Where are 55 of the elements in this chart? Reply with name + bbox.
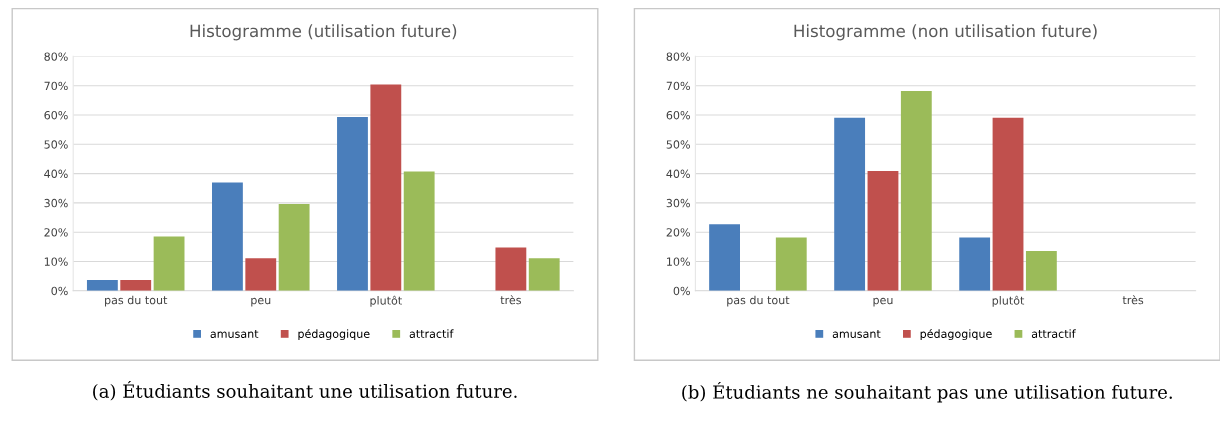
- bar: [245, 258, 277, 291]
- x-tick-label: pas du tout: [105, 295, 168, 307]
- legend-label: pédagogique: [920, 328, 992, 341]
- bar: [959, 237, 991, 291]
- x-tick-label: très: [500, 295, 521, 305]
- legend-label: attractif: [409, 329, 454, 338]
- legend-label: amusant: [832, 329, 881, 338]
- legend-label: attractif: [1031, 329, 1076, 338]
- y-tick-label: 40%: [666, 169, 690, 178]
- text: (b) Étudiants ne souhaitant pas une utilisation future.: [682, 381, 1172, 403]
- bar: [867, 170, 899, 291]
- y-tick-label: 50%: [666, 140, 690, 149]
- x-tick-label: très: [1122, 295, 1144, 305]
- y-tick-label: 60%: [44, 110, 68, 120]
- y-tick-label: 30%: [44, 198, 68, 208]
- bar: [834, 117, 866, 291]
- y-tick-label: 10%: [667, 257, 690, 266]
- bar: [495, 247, 527, 291]
- y-tick-label: 0%: [51, 286, 68, 296]
- bar: [403, 171, 435, 291]
- bar: [1025, 250, 1057, 291]
- bar: [775, 237, 807, 291]
- legend-label: pédagogique: [298, 328, 370, 341]
- bar: [212, 182, 243, 291]
- y-tick-label: 80%: [44, 52, 68, 61]
- legend-label: amusant: [210, 329, 259, 338]
- y-tick-label: 70%: [666, 81, 690, 91]
- x-tick-label: plutôt: [992, 295, 1025, 307]
- y-tick-label: 30%: [666, 198, 690, 208]
- x-tick-label: pas du tout: [727, 295, 790, 307]
- y-tick-label: 20%: [44, 228, 68, 237]
- bar: [278, 204, 310, 291]
- x-tick-label: peu: [873, 297, 893, 307]
- y-tick-label: 70%: [44, 81, 68, 91]
- y-tick-label: 10%: [44, 257, 68, 266]
- bar: [153, 236, 185, 291]
- y-tick-label: 0%: [673, 286, 690, 296]
- bar: [370, 84, 402, 291]
- bar: [337, 117, 368, 291]
- chart-title: Histogramme (utilisation future): [190, 24, 457, 41]
- chart-title: Histogramme (non utilisation future): [794, 24, 1097, 41]
- y-tick-label: 40%: [44, 169, 68, 178]
- y-tick-label: 80%: [666, 52, 690, 61]
- bar: [709, 224, 740, 291]
- x-tick-label: peu: [251, 297, 271, 307]
- y-tick-label: 60%: [666, 110, 690, 120]
- bar: [528, 258, 560, 291]
- text: (a) Étudiants souhaitant une utilisation future.: [93, 380, 517, 401]
- bar: [86, 279, 118, 291]
- bar: [992, 117, 1024, 291]
- y-tick-label: 50%: [44, 140, 68, 149]
- bar: [900, 90, 932, 291]
- y-tick-label: 20%: [666, 228, 690, 237]
- x-tick-label: plutôt: [370, 295, 402, 307]
- bar: [120, 279, 152, 291]
